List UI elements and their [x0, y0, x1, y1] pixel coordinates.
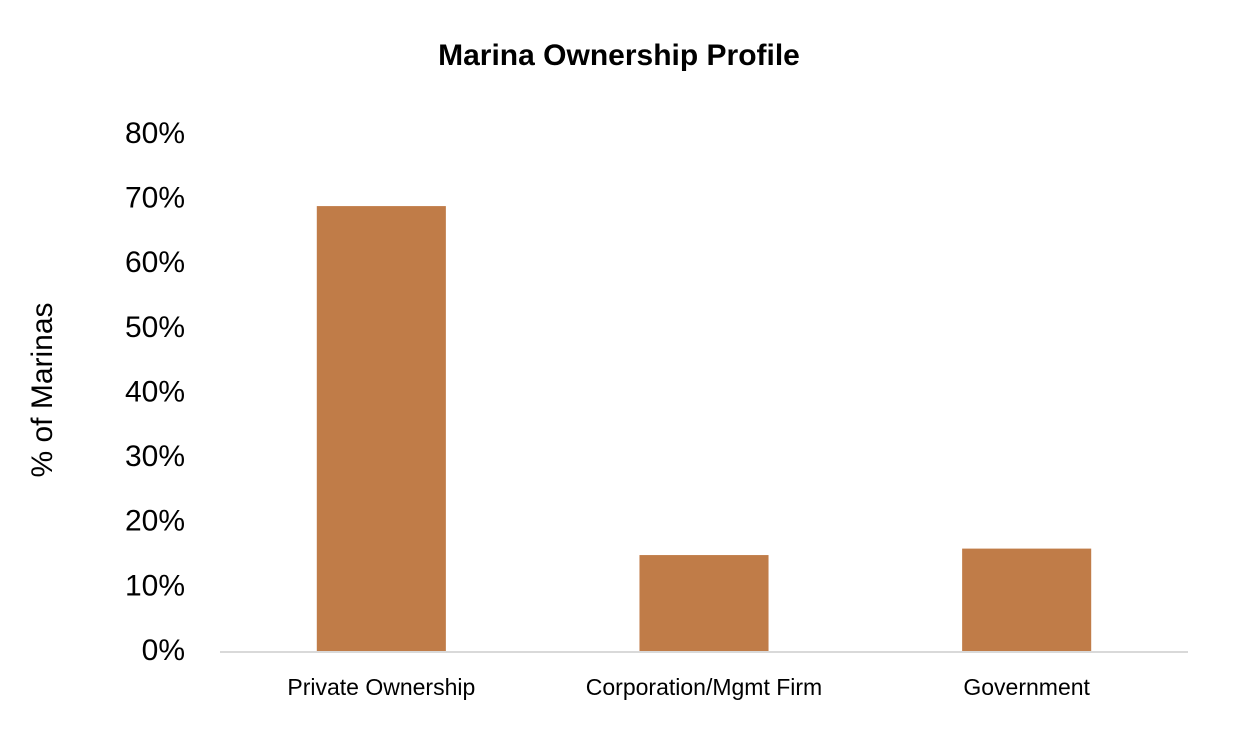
y-tick-label: 80% — [125, 117, 185, 150]
y-tick-label: 70% — [125, 182, 185, 215]
x-tick-label: Private Ownership — [287, 674, 475, 700]
y-tick-label: 50% — [125, 311, 185, 344]
x-tick-label: Government — [963, 674, 1090, 700]
bar — [639, 555, 769, 652]
y-tick-label: 30% — [125, 440, 185, 473]
y-tick-label: 60% — [125, 246, 185, 279]
y-tick-label: 40% — [125, 375, 185, 408]
y-tick-label: 10% — [125, 569, 185, 602]
chart-title: Marina Ownership Profile — [438, 39, 800, 72]
bar — [962, 548, 1092, 652]
y-axis-label: % of Marinas — [26, 302, 59, 477]
y-tick-label: 0% — [142, 634, 185, 667]
y-tick-label: 20% — [125, 505, 185, 538]
bar — [316, 206, 446, 652]
x-tick-label: Corporation/Mgmt Firm — [586, 674, 822, 700]
